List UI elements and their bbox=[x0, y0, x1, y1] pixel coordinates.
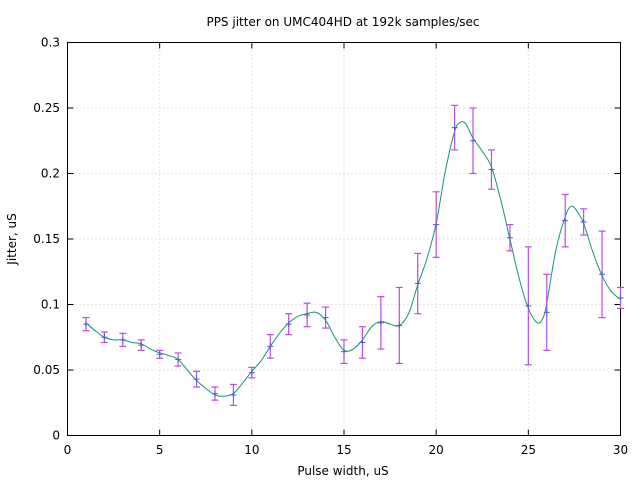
x-tick-label: 15 bbox=[336, 443, 351, 457]
y-tick-label: 0.3 bbox=[41, 36, 60, 50]
smooth-curve bbox=[85, 121, 621, 397]
data-point bbox=[138, 342, 145, 349]
data-point bbox=[341, 348, 347, 355]
data-points bbox=[82, 124, 624, 398]
data-point bbox=[156, 351, 163, 358]
y-tick-label: 0.2 bbox=[41, 167, 60, 181]
data-point bbox=[322, 314, 329, 321]
x-tick-labels: 0 5 10 15 20 25 30 bbox=[64, 443, 628, 457]
grid-lines bbox=[67, 42, 621, 436]
data-point bbox=[285, 321, 292, 328]
error-bars bbox=[82, 104, 624, 406]
data-point bbox=[599, 271, 606, 278]
data-point bbox=[82, 321, 89, 328]
data-point bbox=[211, 390, 218, 397]
data-point bbox=[119, 336, 126, 343]
data-point bbox=[101, 334, 108, 341]
data-point bbox=[359, 339, 366, 346]
data-point bbox=[525, 302, 532, 309]
data-point bbox=[470, 137, 477, 144]
data-point bbox=[193, 376, 200, 383]
y-tick-label: 0.1 bbox=[41, 298, 60, 312]
data-point bbox=[433, 221, 440, 228]
data-point bbox=[377, 319, 384, 326]
x-tick-label: 20 bbox=[429, 443, 444, 457]
y-tick-label: 0.05 bbox=[33, 363, 60, 377]
data-point bbox=[248, 369, 255, 376]
x-tick-label: 25 bbox=[521, 443, 536, 457]
smooth-curve-line bbox=[85, 121, 621, 397]
y-tick-label: 0 bbox=[52, 429, 60, 443]
data-point bbox=[562, 217, 569, 224]
y-tick-labels: 0 0.05 0.1 0.15 0.2 0.25 0.3 bbox=[33, 36, 60, 443]
axis-ticks bbox=[67, 42, 621, 436]
data-point bbox=[175, 356, 182, 363]
y-axis-label: Jitter, uS bbox=[5, 213, 19, 265]
data-point bbox=[543, 309, 550, 316]
data-point bbox=[414, 280, 421, 287]
data-point bbox=[304, 311, 311, 318]
data-point bbox=[488, 166, 495, 173]
x-axis-label: Pulse width, uS bbox=[297, 464, 388, 478]
data-point bbox=[267, 343, 274, 350]
y-tick-label: 0.25 bbox=[33, 101, 60, 115]
x-tick-label: 0 bbox=[64, 443, 72, 457]
data-point bbox=[506, 234, 513, 241]
chart-title: PPS jitter on UMC404HD at 192k samples/s… bbox=[206, 15, 479, 29]
data-point bbox=[230, 391, 237, 398]
data-point bbox=[396, 322, 403, 329]
y-tick-label: 0.15 bbox=[33, 232, 60, 246]
x-tick-label: 10 bbox=[244, 443, 259, 457]
x-tick-label: 5 bbox=[156, 443, 164, 457]
x-tick-label: 30 bbox=[613, 443, 628, 457]
data-point bbox=[580, 218, 587, 225]
data-point bbox=[451, 124, 458, 131]
data-point bbox=[617, 294, 624, 301]
